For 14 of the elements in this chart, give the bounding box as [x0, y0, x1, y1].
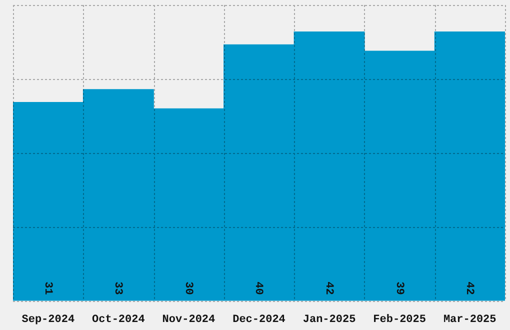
x-tick-label: Jan-2025 [302, 314, 356, 326]
x-tick-label: Mar-2025 [443, 314, 497, 326]
data-label: 31 [41, 282, 54, 296]
data-label: 42 [322, 282, 335, 295]
x-tick-label: Sep-2024 [22, 314, 75, 326]
data-label: 40 [252, 282, 264, 295]
data-label: 33 [112, 282, 124, 296]
data-label: 39 [392, 282, 405, 295]
data-label: 42 [463, 282, 476, 295]
x-tick-label: Dec-2024 [232, 314, 286, 326]
data-label: 30 [182, 282, 194, 295]
x-tick-label: Feb-2025 [373, 314, 426, 326]
x-tick-label: Oct-2024 [92, 314, 146, 326]
x-tick-label: Nov-2024 [162, 314, 216, 326]
